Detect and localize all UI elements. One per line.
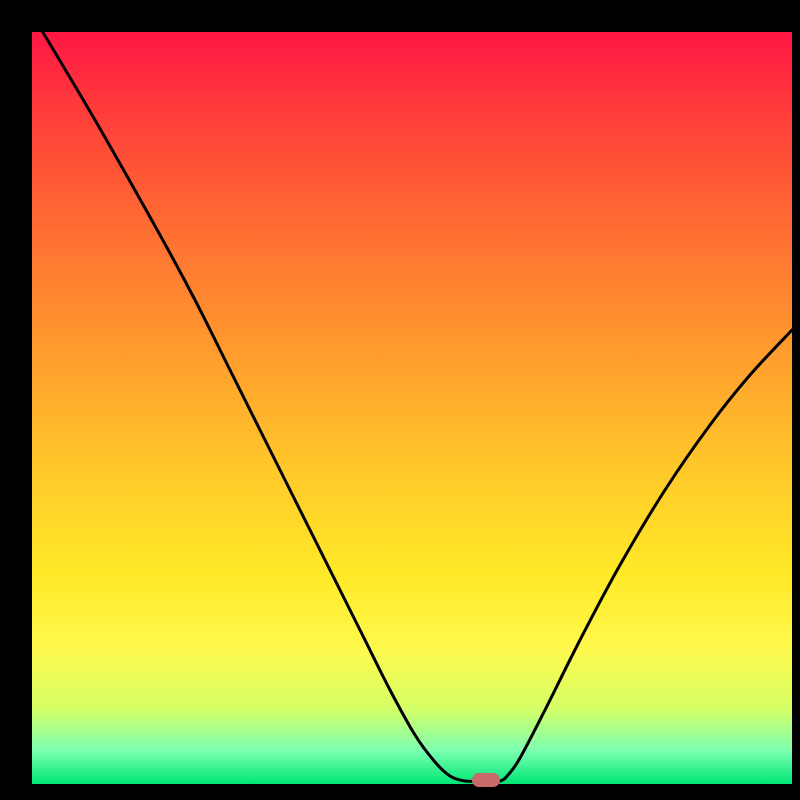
chart-container: TheBottleneck.com bbox=[0, 0, 800, 800]
watermark-text: TheBottleneck.com bbox=[550, 0, 790, 31]
bottleneck-chart bbox=[0, 0, 800, 800]
optimal-marker bbox=[472, 773, 500, 787]
plot-background bbox=[32, 32, 792, 784]
